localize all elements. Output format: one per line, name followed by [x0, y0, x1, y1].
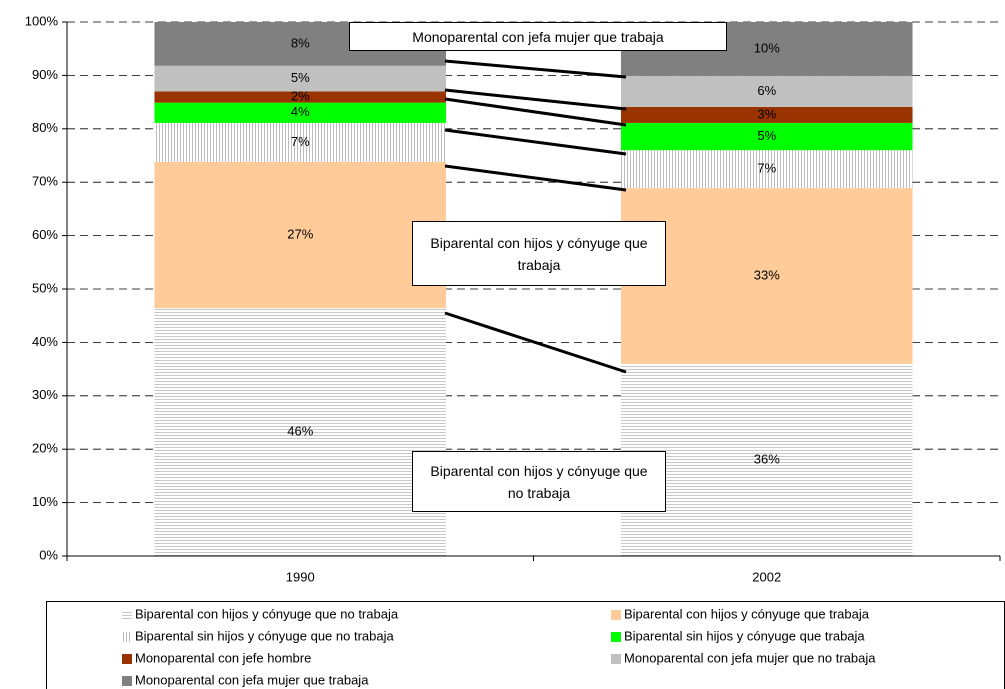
y-tick-label: 10% [32, 494, 58, 509]
legend-swatch [611, 654, 621, 664]
x-tick-label: 2002 [752, 569, 781, 584]
value-label: 3% [757, 106, 776, 121]
y-tick-label: 40% [32, 334, 58, 349]
legend-swatch [122, 676, 132, 686]
bar-segment [154, 308, 447, 556]
value-label: 27% [287, 227, 313, 242]
value-label: 7% [757, 161, 776, 176]
y-tick-label: 0% [39, 547, 58, 562]
bar-segment [620, 106, 913, 123]
bar-segment [154, 91, 447, 103]
bar-segment [620, 75, 913, 107]
legend-swatch [611, 610, 621, 620]
connector-line [444, 88, 627, 111]
legend-label: Monoparental con jefa mujer que no traba… [624, 650, 876, 665]
legend-label: Biparental sin hijos y cónyuge que traba… [624, 628, 865, 643]
y-tick-label: 80% [32, 120, 58, 135]
legend-label: Biparental sin hijos y cónyuge que no tr… [135, 628, 394, 643]
legend-label: Biparental con hijos y cónyuge que traba… [624, 606, 870, 621]
value-label: 10% [754, 40, 780, 55]
value-label: 6% [757, 83, 776, 98]
bar-segment [154, 122, 447, 162]
connector-line [444, 59, 627, 79]
value-label: 5% [291, 70, 310, 85]
y-tick-label: 30% [32, 387, 58, 402]
bar-segment [620, 150, 913, 189]
legend-label: Biparental con hijos y cónyuge que no tr… [135, 606, 399, 621]
connectors [444, 59, 627, 374]
connector-line [444, 97, 627, 127]
value-label: 33% [754, 267, 780, 282]
value-label: 36% [754, 451, 780, 466]
y-tick-label: 70% [32, 174, 58, 189]
connector-line [444, 311, 627, 374]
value-label: 2% [291, 88, 310, 103]
legend-swatch [611, 632, 621, 642]
annotation: Monoparental con jefa mujer que trabaja [349, 22, 727, 51]
annotation: Biparental con hijos y cónyuge que no tr… [412, 451, 666, 512]
legend-swatch [122, 610, 132, 620]
y-tick-label: 60% [32, 227, 58, 242]
y-tick-label: 20% [32, 441, 58, 456]
annotation: Biparental con hijos y cónyuge que traba… [412, 221, 666, 286]
y-tick-label: 50% [32, 280, 58, 295]
legend-swatch [122, 632, 132, 642]
value-label: 4% [291, 104, 310, 119]
y-tick-label: 100% [25, 13, 59, 28]
y-tick-label: 90% [32, 67, 58, 82]
bar-segment [154, 65, 447, 92]
connector-line [444, 128, 627, 156]
value-label: 8% [291, 35, 310, 50]
bar-segment [154, 102, 447, 123]
bar-segment [620, 363, 913, 556]
connector-line [444, 164, 627, 192]
legend-label: Monoparental con jefe hombre [135, 650, 311, 665]
x-tick-label: 1990 [286, 569, 315, 584]
legend-swatch [122, 654, 132, 664]
value-label: 46% [287, 424, 313, 439]
legend-label: Monoparental con jefa mujer que trabaja [135, 672, 369, 687]
bar-segment [620, 188, 913, 364]
bar-segment [620, 122, 913, 151]
bar-segment [154, 161, 447, 309]
value-label: 5% [757, 128, 776, 143]
value-label: 7% [291, 134, 310, 149]
